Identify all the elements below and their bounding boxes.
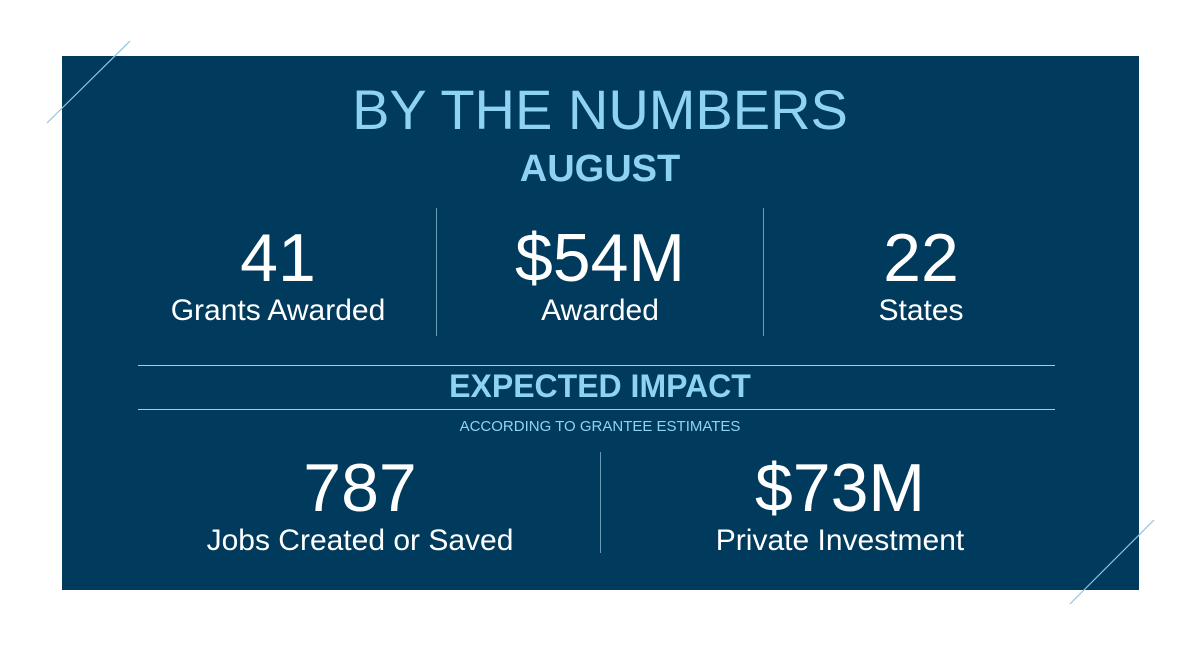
page-title: BY THE NUMBERS bbox=[352, 78, 848, 141]
stat-states: 22 States bbox=[780, 224, 1062, 326]
stat-label: Private Investment bbox=[715, 524, 965, 557]
impact-note: ACCORDING TO GRANTEE ESTIMATES bbox=[459, 418, 741, 435]
stat-label: Grants Awarded bbox=[170, 294, 386, 327]
divider bbox=[763, 208, 764, 336]
stat-value: 41 bbox=[240, 220, 316, 296]
stat-value: 787 bbox=[303, 450, 417, 526]
divider bbox=[436, 208, 437, 336]
stat-label: Jobs Created or Saved bbox=[206, 524, 514, 557]
divider bbox=[600, 452, 601, 553]
impact-rule-bottom bbox=[138, 409, 1055, 410]
stat-awarded: $54M Awarded bbox=[450, 224, 750, 326]
stat-grants: 41 Grants Awarded bbox=[138, 224, 418, 326]
stat-value: $73M bbox=[754, 450, 926, 526]
stat-value: 22 bbox=[883, 220, 959, 296]
stat-jobs: 787 Jobs Created or Saved bbox=[160, 454, 560, 556]
impact-heading: EXPECTED IMPACT bbox=[449, 368, 751, 404]
impact-rule-top bbox=[138, 365, 1055, 366]
stat-label: States bbox=[878, 294, 964, 327]
period-label: AUGUST bbox=[519, 148, 681, 190]
stat-private-investment: $73M Private Investment bbox=[640, 454, 1040, 556]
stat-value: $54M bbox=[514, 220, 686, 296]
stat-label: Awarded bbox=[541, 294, 659, 327]
